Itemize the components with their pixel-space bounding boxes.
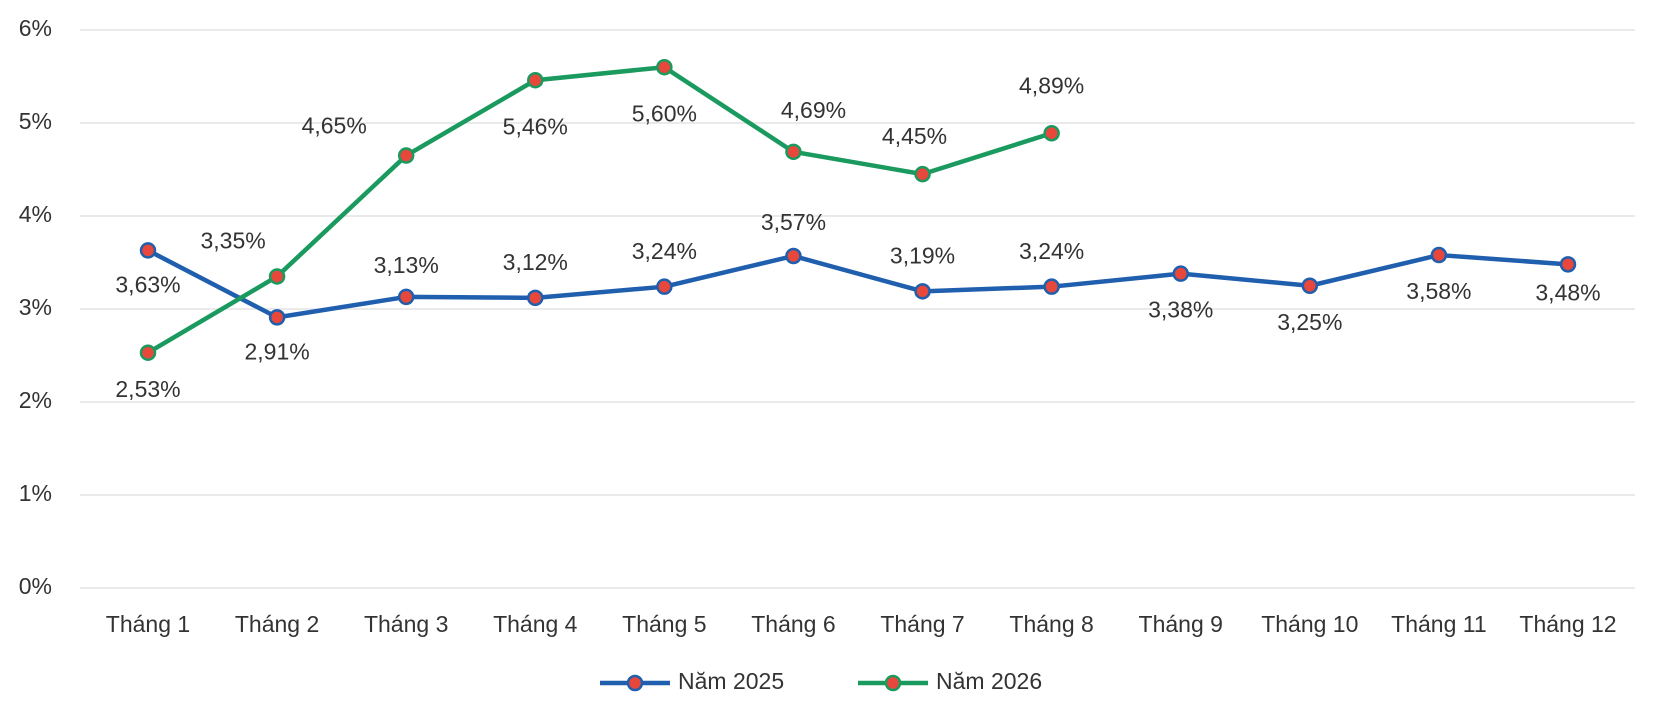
- marker: [785, 143, 802, 161]
- data-label: 5,46%: [503, 113, 568, 139]
- data-label: 3,19%: [890, 242, 955, 268]
- marker: [656, 58, 673, 76]
- y-tick-label: 6%: [19, 15, 52, 41]
- data-label: 3,13%: [374, 252, 439, 278]
- y-tick-label: 0%: [19, 573, 52, 599]
- x-tick-label: Tháng 9: [1139, 611, 1223, 637]
- legend-label: Năm 2025: [678, 668, 784, 694]
- data-label: 3,24%: [632, 238, 697, 264]
- marker: [268, 268, 286, 285]
- legend-marker: [884, 674, 902, 692]
- series-line: [146, 64, 1053, 355]
- x-tick-label: Tháng 2: [235, 611, 319, 637]
- data-label: 3,24%: [1019, 238, 1084, 264]
- marker: [1043, 124, 1060, 142]
- marker: [397, 288, 415, 306]
- marker: [914, 165, 931, 183]
- y-tick-label: 2%: [19, 387, 52, 413]
- y-tick-label: 3%: [19, 294, 52, 320]
- data-label: 3,58%: [1406, 278, 1471, 304]
- x-tick-label: Tháng 6: [751, 611, 835, 637]
- marker: [785, 247, 802, 265]
- x-tick-label: Tháng 5: [622, 611, 706, 637]
- data-label: 4,65%: [302, 113, 367, 139]
- x-tick-label: Tháng 4: [493, 611, 578, 637]
- marker: [656, 278, 673, 295]
- marker: [1559, 256, 1577, 273]
- y-tick-label: 4%: [19, 201, 52, 227]
- series-line: [146, 248, 1569, 320]
- data-label: 2,91%: [244, 338, 309, 364]
- data-label: 4,89%: [1019, 72, 1084, 98]
- x-tick-label: Tháng 11: [1391, 611, 1486, 637]
- marker: [397, 147, 415, 164]
- data-label: 3,38%: [1148, 297, 1213, 323]
- x-tick-label: Tháng 3: [364, 611, 448, 637]
- data-label: 3,48%: [1535, 279, 1600, 305]
- x-tick-label: Tháng 10: [1261, 611, 1358, 637]
- marker: [139, 344, 157, 361]
- data-label: 4,45%: [882, 123, 947, 149]
- legend-marker: [626, 674, 644, 692]
- data-label: 3,63%: [115, 271, 180, 297]
- legend-label: Năm 2026: [936, 668, 1042, 694]
- marker: [1430, 246, 1448, 264]
- x-tick-label: Tháng 8: [1009, 611, 1093, 637]
- data-label: 3,25%: [1277, 309, 1342, 335]
- data-label: 2,53%: [115, 376, 180, 402]
- data-label: 4,69%: [781, 97, 846, 123]
- marker: [1301, 277, 1319, 294]
- data-label: 5,60%: [632, 100, 697, 126]
- y-tick-label: 1%: [19, 480, 52, 506]
- x-tick-label: Tháng 7: [880, 611, 964, 637]
- x-tick-label: Tháng 12: [1519, 611, 1616, 637]
- data-label: 3,35%: [200, 228, 265, 254]
- marker: [527, 289, 544, 307]
- marker: [268, 309, 286, 326]
- data-label: 3,57%: [761, 209, 826, 235]
- marker: [139, 242, 157, 259]
- y-tick-label: 5%: [19, 108, 52, 134]
- marker: [1172, 265, 1189, 282]
- x-tick-label: Tháng 1: [106, 611, 190, 637]
- data-label: 3,12%: [503, 249, 568, 275]
- marker: [527, 71, 544, 89]
- marker: [914, 283, 931, 300]
- marker: [1043, 278, 1060, 295]
